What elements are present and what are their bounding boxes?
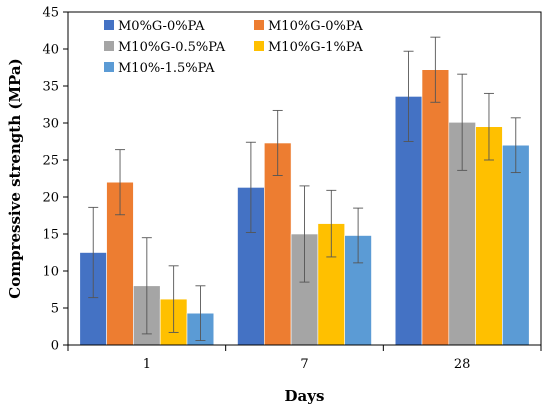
bars-layer	[79, 69, 530, 346]
x-tick-label: 7	[300, 357, 308, 372]
legend-item: M10%G-0%PA	[254, 19, 363, 34]
y-axis-title: Compressive strength (MPa)	[6, 58, 24, 298]
legend-label: M10%G-1%PA	[268, 40, 363, 55]
error-bar-M10%G-0%PA-1	[115, 149, 126, 216]
legend-label: M10%-1.5%PA	[118, 61, 215, 76]
error-bar-M10%G-0%PA-28	[430, 36, 441, 103]
error-bar-M0%G-0%PA-7	[245, 141, 256, 233]
legend-swatch	[254, 41, 264, 51]
legend-swatch	[104, 20, 114, 30]
error-bar-M10%-1.5%PA-7	[353, 207, 364, 264]
error-bar-M10%G-0.5%PA-1	[141, 237, 152, 335]
error-bars-layer	[88, 36, 521, 342]
legend-label: M10%G-0.5%PA	[118, 40, 226, 55]
y-tick-label: 5	[51, 302, 59, 317]
error-bar-M10%-1.5%PA-1	[195, 285, 206, 342]
error-bar-M10%G-1%PA-28	[483, 92, 494, 161]
legend-item: M10%G-1%PA	[254, 40, 363, 55]
bar-M10%G-1%PA-28	[475, 126, 503, 346]
legend-item: M10%G-0.5%PA	[104, 40, 226, 55]
legend-swatch	[104, 41, 114, 51]
axes-layer	[63, 11, 542, 351]
error-bar-M0%G-0%PA-28	[403, 50, 414, 142]
y-tick-label: 10	[42, 265, 59, 280]
labels-layer: 0 5 10 15 20 25 30 35 40 45 1 7 28	[42, 6, 470, 373]
legend: M0%G-0%PA M10%G-0%PA M10%G-0.5%PA M10%G-1%P…	[104, 19, 363, 76]
error-bar-M10%G-0.5%PA-28	[457, 73, 468, 171]
y-tick-label: 35	[42, 80, 59, 95]
error-bar-M10%G-1%PA-1	[168, 265, 179, 333]
x-tick-label: 28	[454, 357, 471, 372]
error-bar-M10%G-0.5%PA-7	[299, 185, 310, 283]
legend-label: M10%G-0%PA	[268, 19, 363, 34]
bar-M10%-1.5%PA-28	[502, 144, 530, 346]
x-axis-title: Days	[285, 387, 325, 405]
y-tick-label: 30	[42, 117, 59, 132]
bar-M10%G-0%PA-7	[263, 142, 292, 346]
bar-M10%G-0%PA-28	[421, 69, 450, 346]
legend-swatch	[104, 62, 114, 72]
y-tick-label: 0	[51, 339, 59, 354]
legend-swatch	[254, 20, 264, 30]
error-bar-M10%G-0%PA-7	[272, 109, 283, 176]
y-tick-label: 15	[42, 228, 59, 243]
error-bar-M10%G-1%PA-7	[326, 189, 337, 258]
error-bar-M10%-1.5%PA-28	[510, 117, 521, 174]
y-tick-label: 45	[42, 6, 59, 21]
y-tick-label: 40	[42, 43, 59, 58]
plot-area-frame	[67, 11, 542, 346]
x-tick-label: 1	[143, 357, 151, 372]
error-bar-M0%G-0%PA-1	[88, 206, 99, 299]
legend-item: M0%G-0%PA	[104, 19, 205, 34]
y-tick-label: 25	[42, 154, 59, 169]
legend-label: M0%G-0%PA	[118, 19, 205, 34]
legend-item: M10%-1.5%PA	[104, 61, 215, 76]
y-tick-label: 20	[42, 191, 59, 206]
